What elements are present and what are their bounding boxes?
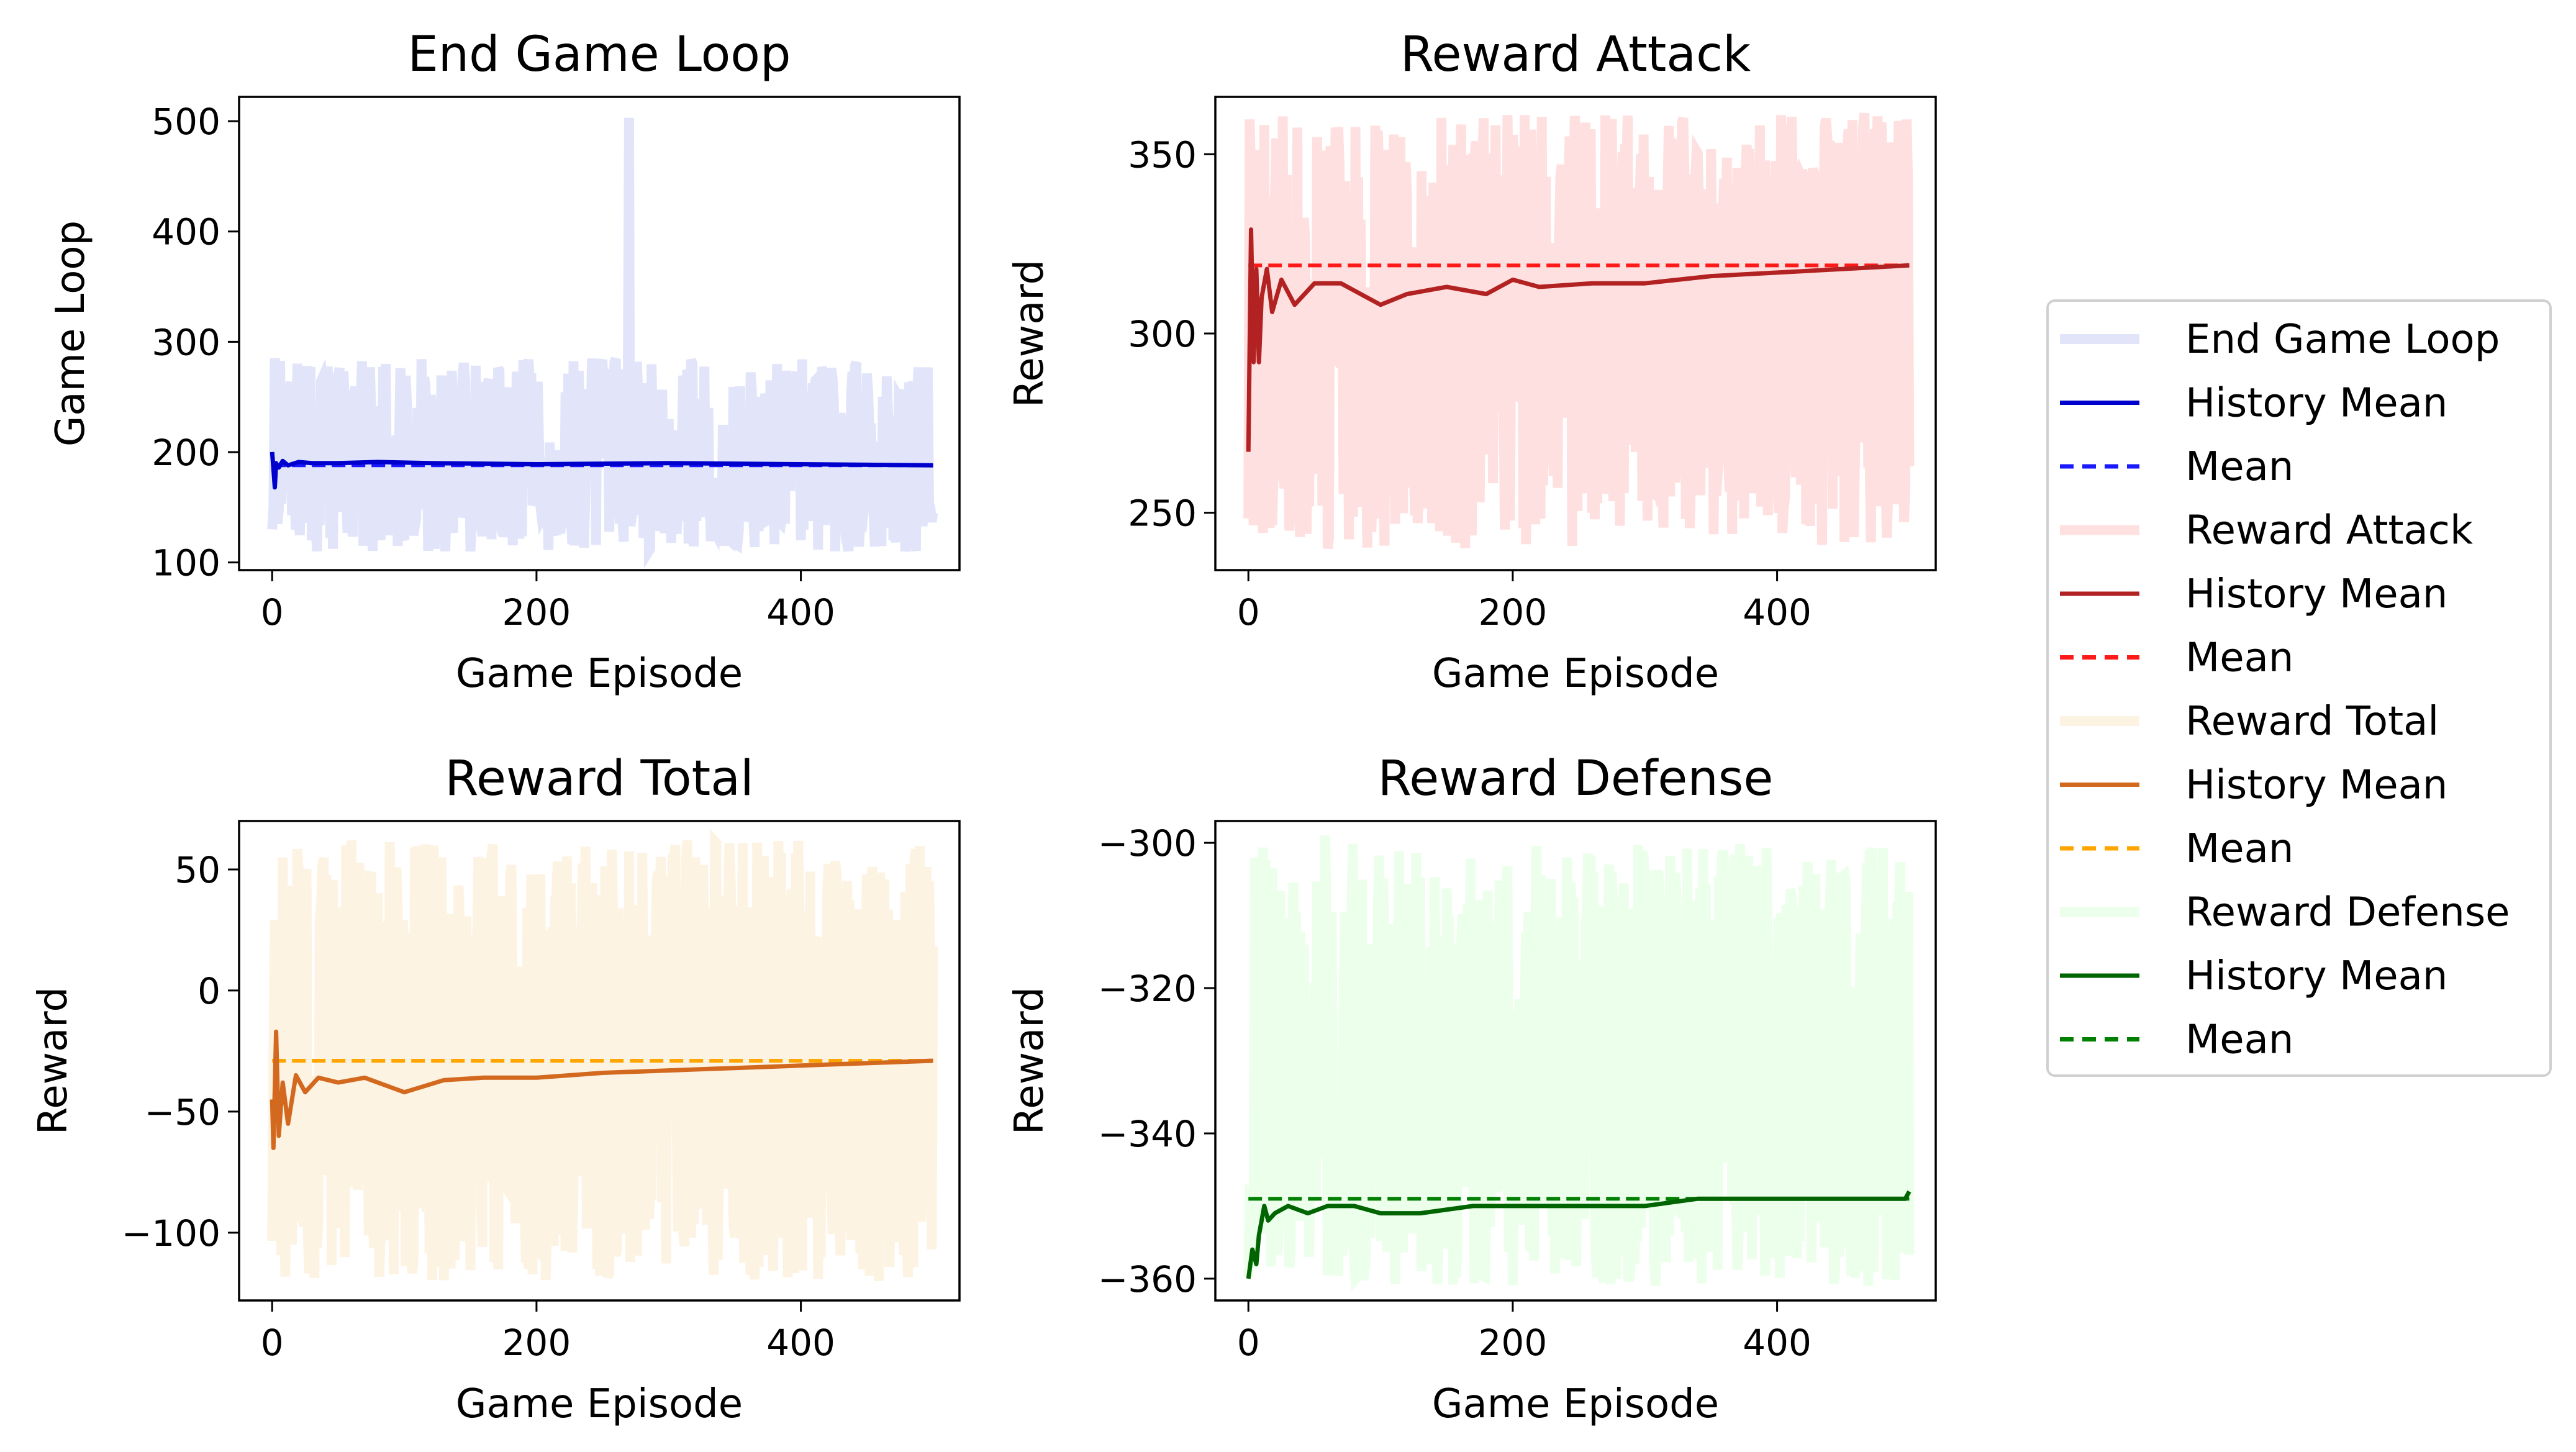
axes-frame [1214, 820, 1937, 1302]
x-tick-label: 0 [1237, 591, 1260, 633]
x-axis-label: Game Episode [456, 651, 743, 697]
legend-item: History Mean [2060, 763, 2447, 809]
x-tick-label: 200 [502, 591, 571, 633]
series-raw-reward-total [267, 828, 938, 1281]
subplot-title: Reward Attack [1400, 27, 1751, 83]
subplot-title: End Game Loop [407, 27, 791, 83]
series-raw-reward-defense [1243, 835, 1915, 1291]
legend-item: Mean [2060, 826, 2293, 872]
legend-item: History Mean [2060, 953, 2447, 999]
legend-label: End Game Loop [2185, 317, 2500, 363]
legend-label: History Mean [2185, 571, 2447, 617]
y-tick-label: 100 [152, 542, 220, 584]
x-tick-label: 200 [502, 1322, 571, 1364]
x-axis-label: Game Episode [1432, 651, 1719, 697]
legend-item: History Mean [2060, 381, 2447, 427]
x-axis-label: Game Episode [1432, 1381, 1719, 1427]
y-tick-label: −340 [1098, 1113, 1197, 1155]
x-tick-label: 400 [1743, 591, 1812, 633]
y-axis-label: Reward [1007, 260, 1053, 407]
plot-area [1243, 112, 1915, 550]
series-history-mean-reward-defense [1246, 1190, 1912, 1279]
y-tick-label: −300 [1098, 822, 1197, 864]
subplot-title: Reward Defense [1378, 751, 1774, 807]
y-tick-label: 50 [175, 849, 220, 891]
legend-item: Reward Attack [2060, 508, 2473, 554]
series-history-mean-end-game-loop [270, 451, 933, 490]
legend: End Game Loop History Mean Mean Reward Atta… [2046, 299, 2552, 1077]
x-axis-label: Game Episode [456, 1381, 743, 1427]
x-tick-label: 200 [1479, 1322, 1548, 1364]
y-tick-label: 0 [197, 970, 220, 1012]
legend-item: Reward Defense [2060, 890, 2510, 936]
x-tick-label: 400 [766, 591, 835, 633]
x-tick-label: 0 [261, 591, 284, 633]
plot-area [1243, 835, 1915, 1291]
legend-label: Mean [2185, 1017, 2293, 1063]
axes-frame [238, 96, 961, 571]
legend-label: History Mean [2185, 953, 2447, 999]
series-history-mean-reward-attack [1246, 227, 1910, 452]
subplot-reward-total: 0 200 400 −100 −50 0 50 Reward Total Game Episod… [30, 751, 961, 1427]
series-history-mean-reward-total [270, 1029, 933, 1150]
y-tick-label: 250 [1128, 492, 1197, 535]
y-tick-label: −100 [122, 1212, 220, 1255]
series-raw-reward-attack [1243, 112, 1915, 550]
y-tick-label: −50 [145, 1091, 220, 1133]
y-tick-label: 350 [1128, 134, 1197, 176]
y-tick-label: −320 [1098, 968, 1197, 1010]
plot-area [267, 117, 938, 569]
y-tick-label: 400 [152, 211, 220, 253]
legend-label: History Mean [2185, 381, 2447, 427]
y-axis-label: Reward [30, 987, 76, 1135]
legend-item: Reward Total [2060, 699, 2439, 745]
y-tick-label: −360 [1098, 1258, 1197, 1300]
legend-item: Mean [2060, 1017, 2293, 1063]
plot-area [267, 828, 938, 1281]
legend-item: Mean [2060, 635, 2293, 681]
x-tick-label: 0 [1237, 1322, 1260, 1364]
axes-frame [238, 820, 961, 1302]
x-tick-label: 400 [766, 1322, 835, 1364]
y-tick-label: 500 [152, 101, 220, 143]
subplot-reward-defense: 0 200 400 −360 −340 −320 −300 Reward Defense Gam… [1007, 751, 1937, 1427]
y-tick-label: 300 [152, 321, 220, 363]
legend-label: Reward Attack [2185, 508, 2473, 554]
y-axis-label: Reward [1007, 987, 1053, 1135]
y-tick-label: 200 [152, 432, 220, 474]
legend-label: History Mean [2185, 763, 2447, 809]
series-raw-end-game-loop [267, 117, 938, 569]
x-tick-label: 0 [261, 1322, 284, 1364]
legend-item: History Mean [2060, 571, 2447, 617]
legend-label: Mean [2185, 444, 2293, 490]
y-axis-label: Game Loop [48, 220, 94, 447]
subplot-title: Reward Total [445, 751, 753, 807]
legend-box [2046, 299, 2552, 1077]
legend-label: Mean [2185, 826, 2293, 872]
legend-label: Reward Total [2185, 699, 2439, 745]
legend-label: Reward Defense [2185, 890, 2510, 936]
legend-item: Mean [2060, 444, 2293, 490]
subplot-reward-attack: 0 200 400 250 300 350 Reward Attack Game Episod… [1007, 27, 1937, 697]
x-tick-label: 400 [1743, 1322, 1812, 1364]
y-tick-label: 300 [1128, 313, 1197, 355]
legend-label: Mean [2185, 635, 2293, 681]
legend-item: End Game Loop [2060, 317, 2500, 363]
x-tick-label: 200 [1479, 591, 1548, 633]
subplot-end-game-loop: 0 200 400 100 200 300 400 500 End Game Loop Game … [48, 27, 961, 697]
